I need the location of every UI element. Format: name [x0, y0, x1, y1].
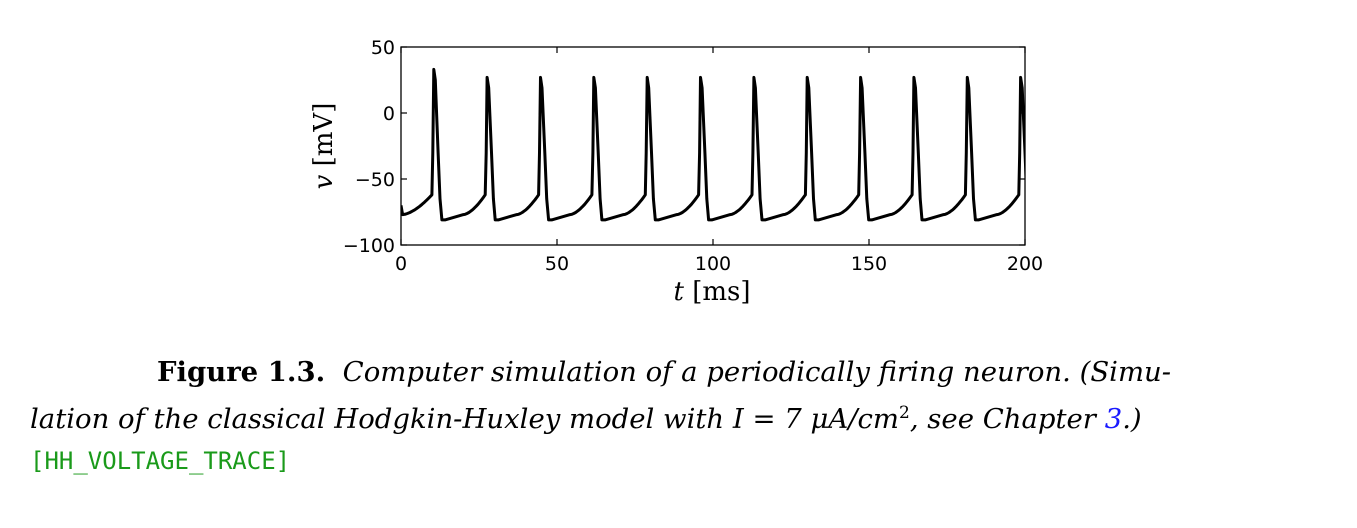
caption-line-3: [HH_VOLTAGE_TRACE] — [30, 440, 1330, 482]
y-tick-label: −100 — [343, 235, 395, 257]
x-axis-unit: [ms] — [692, 277, 750, 307]
x-axis-variable: t — [673, 277, 684, 307]
y-axis-title: v [mV] — [309, 103, 339, 190]
chapter-reference-link[interactable]: 3 — [1104, 403, 1123, 436]
x-tick-label: 100 — [695, 253, 731, 275]
x-tick-label: 200 — [1007, 253, 1043, 275]
caption-superscript: 2 — [899, 403, 910, 423]
caption-line-2: lation of the classical Hodgkin-Huxley m… — [30, 393, 1330, 440]
voltage-trace-line — [401, 67, 1025, 222]
voltage-trace-chart: 0 50 100 150 200 50 0 −50 −100 t [ms] v [mV] — [309, 37, 1043, 307]
y-tick-label: −50 — [355, 169, 395, 191]
y-tick-label: 0 — [383, 103, 395, 125]
code-tag: [HH_VOLTAGE_TRACE] — [30, 447, 291, 476]
x-tick-label: 150 — [851, 253, 887, 275]
caption-text-1: Computer simulation of a periodically fi… — [342, 356, 1172, 388]
y-axis: 50 0 −50 −100 — [343, 37, 1025, 257]
y-axis-variable: v — [309, 174, 339, 189]
x-tick-label: 50 — [545, 253, 569, 275]
caption-text-3: , see Chapter — [909, 403, 1105, 436]
figure-label: Figure 1.3. — [157, 356, 326, 388]
caption-line-1: Figure 1.3. Computer simulation of a per… — [30, 352, 1330, 393]
x-tick-label: 0 — [395, 253, 407, 275]
y-axis-unit: [mV] — [309, 103, 339, 167]
x-axis-title: t [ms] — [673, 277, 750, 307]
plot-area — [400, 46, 1026, 246]
x-axis: 0 50 100 150 200 — [395, 47, 1043, 275]
caption-text-2: lation of the classical Hodgkin-Huxley m… — [30, 403, 899, 436]
caption-text-4: .) — [1122, 403, 1142, 436]
y-tick-label: 50 — [371, 37, 395, 59]
figure-caption: Figure 1.3. Computer simulation of a per… — [30, 352, 1330, 482]
